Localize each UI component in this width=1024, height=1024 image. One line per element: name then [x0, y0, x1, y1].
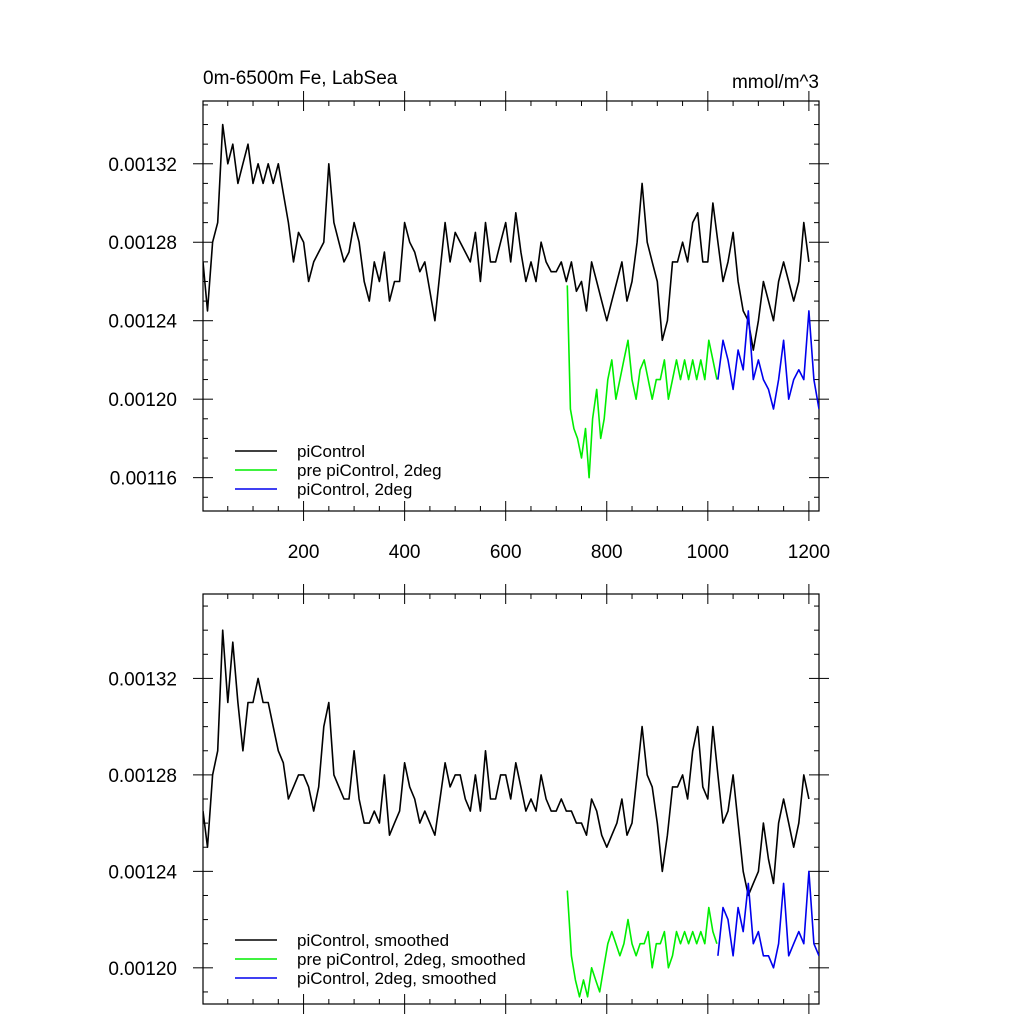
- top-xtick-label: 600: [490, 542, 522, 563]
- bottom-ytick-label: 0.00128: [108, 766, 177, 787]
- top-plot-frame: [202, 100, 820, 512]
- bottom-series-line-1: [566, 890, 718, 998]
- top-ytick-label: 0.00116: [110, 469, 177, 490]
- top-xtick-label: 800: [591, 542, 623, 563]
- bottom-ticks: 0.00120 0.00124 0.00128 0.00132: [108, 584, 829, 1014]
- bottom-ytick-label: 0.00124: [108, 862, 177, 883]
- bottom-series-line-2: [717, 870, 819, 969]
- top-xtick-label: 1200: [788, 542, 830, 563]
- top-series: [203, 123, 819, 479]
- top-xtick-label: 400: [389, 542, 421, 563]
- top-xtick-label: 200: [288, 542, 320, 563]
- top-xtick-label: 1000: [687, 542, 729, 563]
- top-series-line-0: [203, 123, 810, 351]
- top-panel: 200 400 600 800 1000 1200 0.00116 0.00120 0.0012…: [108, 91, 830, 563]
- top-ytick-label: 0.00128: [108, 233, 177, 254]
- top-legend-label: pre piControl, 2deg: [297, 461, 442, 480]
- units-label: mmol/m^3: [732, 72, 819, 93]
- top-ytick-label: 0.00120: [108, 390, 177, 411]
- top-ytick-label: 0.00124: [108, 312, 177, 333]
- top-legend-label: piControl: [297, 442, 365, 461]
- top-ticks: 200 400 600 800 1000 1200 0.00116 0.00120 0.0012…: [108, 91, 830, 563]
- bottom-ytick-label: 0.00120: [108, 959, 177, 980]
- bottom-panel: 0.00120 0.00124 0.00128 0.00132 piControl, …: [108, 584, 829, 1014]
- bottom-legend-label: piControl, smoothed: [297, 931, 449, 950]
- top-series-line-1: [566, 285, 718, 479]
- top-series-line-2: [717, 310, 819, 410]
- top-ytick-label: 0.00132: [108, 155, 177, 176]
- top-legend-label: piControl, 2deg: [297, 480, 412, 499]
- bottom-legend-label: piControl, 2deg, smoothed: [297, 969, 496, 988]
- bottom-series: [203, 629, 819, 998]
- bottom-series-line-0: [203, 629, 810, 897]
- chart-title: 0m-6500m Fe, LabSea: [203, 68, 398, 89]
- bottom-legend-label: pre piControl, 2deg, smoothed: [297, 950, 526, 969]
- bottom-ytick-label: 0.00132: [108, 669, 177, 690]
